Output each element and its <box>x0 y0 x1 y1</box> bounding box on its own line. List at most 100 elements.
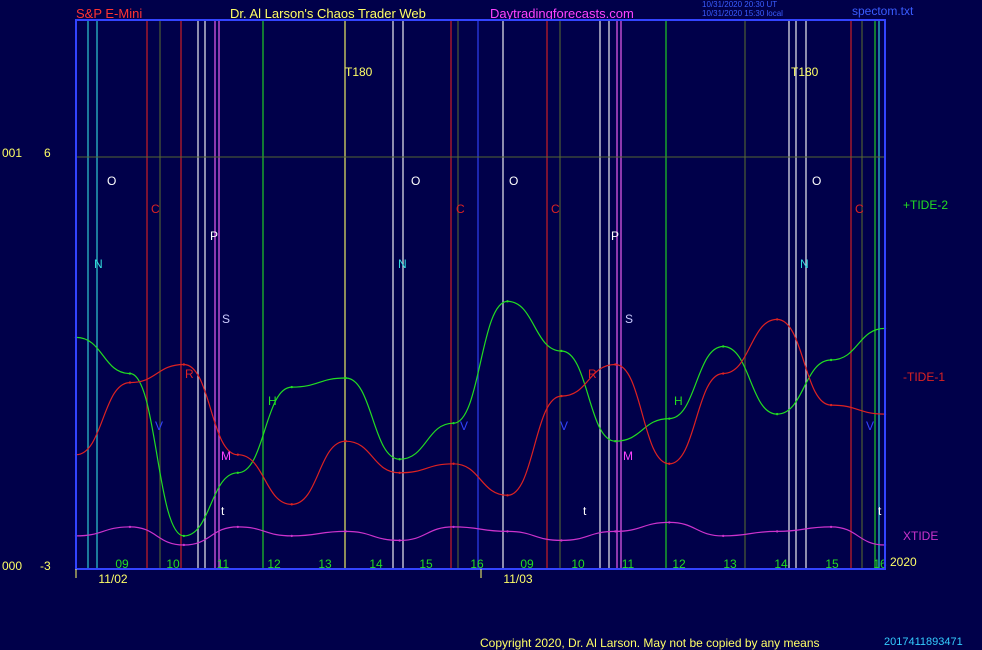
event-marker: O <box>411 174 420 188</box>
data-point <box>290 534 293 538</box>
x-tick-label: 10 <box>571 557 585 571</box>
x-tick-label: 09 <box>115 557 129 571</box>
event-marker: N <box>94 257 103 271</box>
data-point <box>668 417 671 420</box>
x-tick-label: 14 <box>774 557 788 571</box>
date-label: 11/02 <box>98 572 127 586</box>
series-line <box>75 300 886 537</box>
tide1-label: -TIDE-1 <box>903 370 945 384</box>
event-marker: O <box>509 174 518 188</box>
data-point <box>290 385 293 389</box>
data-point <box>722 372 725 375</box>
cycle-lines <box>87 20 880 569</box>
data-point <box>452 462 455 465</box>
data-point <box>560 394 563 398</box>
event-marker: O <box>107 174 116 188</box>
data-point <box>829 358 833 362</box>
xtide-label: XTIDE <box>903 529 939 543</box>
data-point <box>182 363 186 366</box>
event-marker: V <box>155 419 163 433</box>
series-line <box>75 318 886 506</box>
x-tick-labels: 09 10 11 12 13 14 15 16 09 10 11 12 13 14 15 16 11/02 11/… <box>98 557 887 586</box>
data-point <box>506 300 509 303</box>
data-point <box>398 539 401 542</box>
data-point <box>128 525 132 529</box>
data-point <box>614 530 617 533</box>
event-marker: R <box>588 367 597 381</box>
event-marker: C <box>151 202 160 216</box>
event-marker: N <box>800 257 809 271</box>
event-marker: M <box>623 449 633 463</box>
timestamp-ut: 10/31/2020 20:30 UT <box>702 0 778 9</box>
data-point <box>452 525 455 529</box>
data-point <box>236 471 239 474</box>
x-tick-label: 11 <box>622 557 635 571</box>
data-point <box>560 539 563 542</box>
footer-stamp: 2017411893471 <box>884 636 963 648</box>
y-axis-bottom-value: -3 <box>40 559 51 573</box>
data-point <box>506 494 509 497</box>
data-point <box>398 471 401 474</box>
site-link[interactable]: Daytradingforecasts.com <box>490 6 634 21</box>
data-point <box>775 412 779 416</box>
x-tick-label: 12 <box>267 557 281 571</box>
event-marker: V <box>866 419 874 433</box>
data-point <box>182 543 186 547</box>
instrument-title: S&P E-Mini <box>76 6 143 21</box>
x-tick-label: 09 <box>520 557 534 571</box>
data-point <box>290 503 293 506</box>
x-tick-label: 10 <box>166 557 180 571</box>
data-point <box>722 534 725 538</box>
data-point <box>344 530 347 533</box>
data-point <box>128 381 132 384</box>
event-marker: S <box>222 312 230 326</box>
timestamp-local: 10/31/2020 15:30 local <box>702 9 783 18</box>
data-point <box>452 421 455 425</box>
data-point <box>236 453 239 456</box>
date-label: 11/03 <box>503 572 532 586</box>
event-marker: V <box>560 419 568 433</box>
data-point <box>614 440 617 443</box>
data-point <box>614 363 617 366</box>
y-axis-top-prefix: 001 <box>2 146 23 160</box>
event-marker: t <box>221 504 225 518</box>
event-marker: O <box>812 174 821 188</box>
data-point <box>722 345 725 348</box>
copyright: Copyright 2020, Dr. Al Larson. May not b… <box>480 636 820 650</box>
data-point <box>775 530 779 533</box>
series-group <box>74 300 887 547</box>
event-marker: P <box>611 229 619 243</box>
event-marker: R <box>185 367 194 381</box>
event-marker: C <box>551 202 560 216</box>
chart-title: Dr. Al Larson's Chaos Trader Web <box>230 6 426 21</box>
event-marker: N <box>398 257 407 271</box>
file-name: spectom.txt <box>852 4 914 18</box>
event-marker: t <box>878 504 882 518</box>
event-marker: T180 <box>791 65 819 79</box>
event-marker: C <box>855 202 864 216</box>
data-point <box>128 372 132 375</box>
event-marker: M <box>221 449 231 463</box>
x-tick-label: 16 <box>873 557 887 571</box>
data-point <box>829 403 833 407</box>
y-axis-bottom-prefix: 000 <box>2 559 23 573</box>
x-tick-label: 13 <box>318 557 332 571</box>
x-tick-label: 16 <box>470 557 484 571</box>
data-point <box>398 458 401 461</box>
data-point <box>506 530 509 533</box>
event-marker: H <box>268 394 277 408</box>
event-marker: P <box>210 229 218 243</box>
event-marker: H <box>674 394 683 408</box>
x-tick-label: 11 <box>217 557 230 571</box>
data-point <box>829 525 833 529</box>
event-marker: V <box>460 419 468 433</box>
data-point <box>344 440 347 443</box>
data-point <box>236 525 239 529</box>
data-point <box>560 349 563 353</box>
x-tick-label: 15 <box>825 557 839 571</box>
tide2-label: +TIDE-2 <box>903 198 949 212</box>
data-point <box>775 318 779 321</box>
data-point <box>182 534 186 538</box>
data-point <box>668 462 671 465</box>
x-tick-label: 13 <box>723 557 737 571</box>
